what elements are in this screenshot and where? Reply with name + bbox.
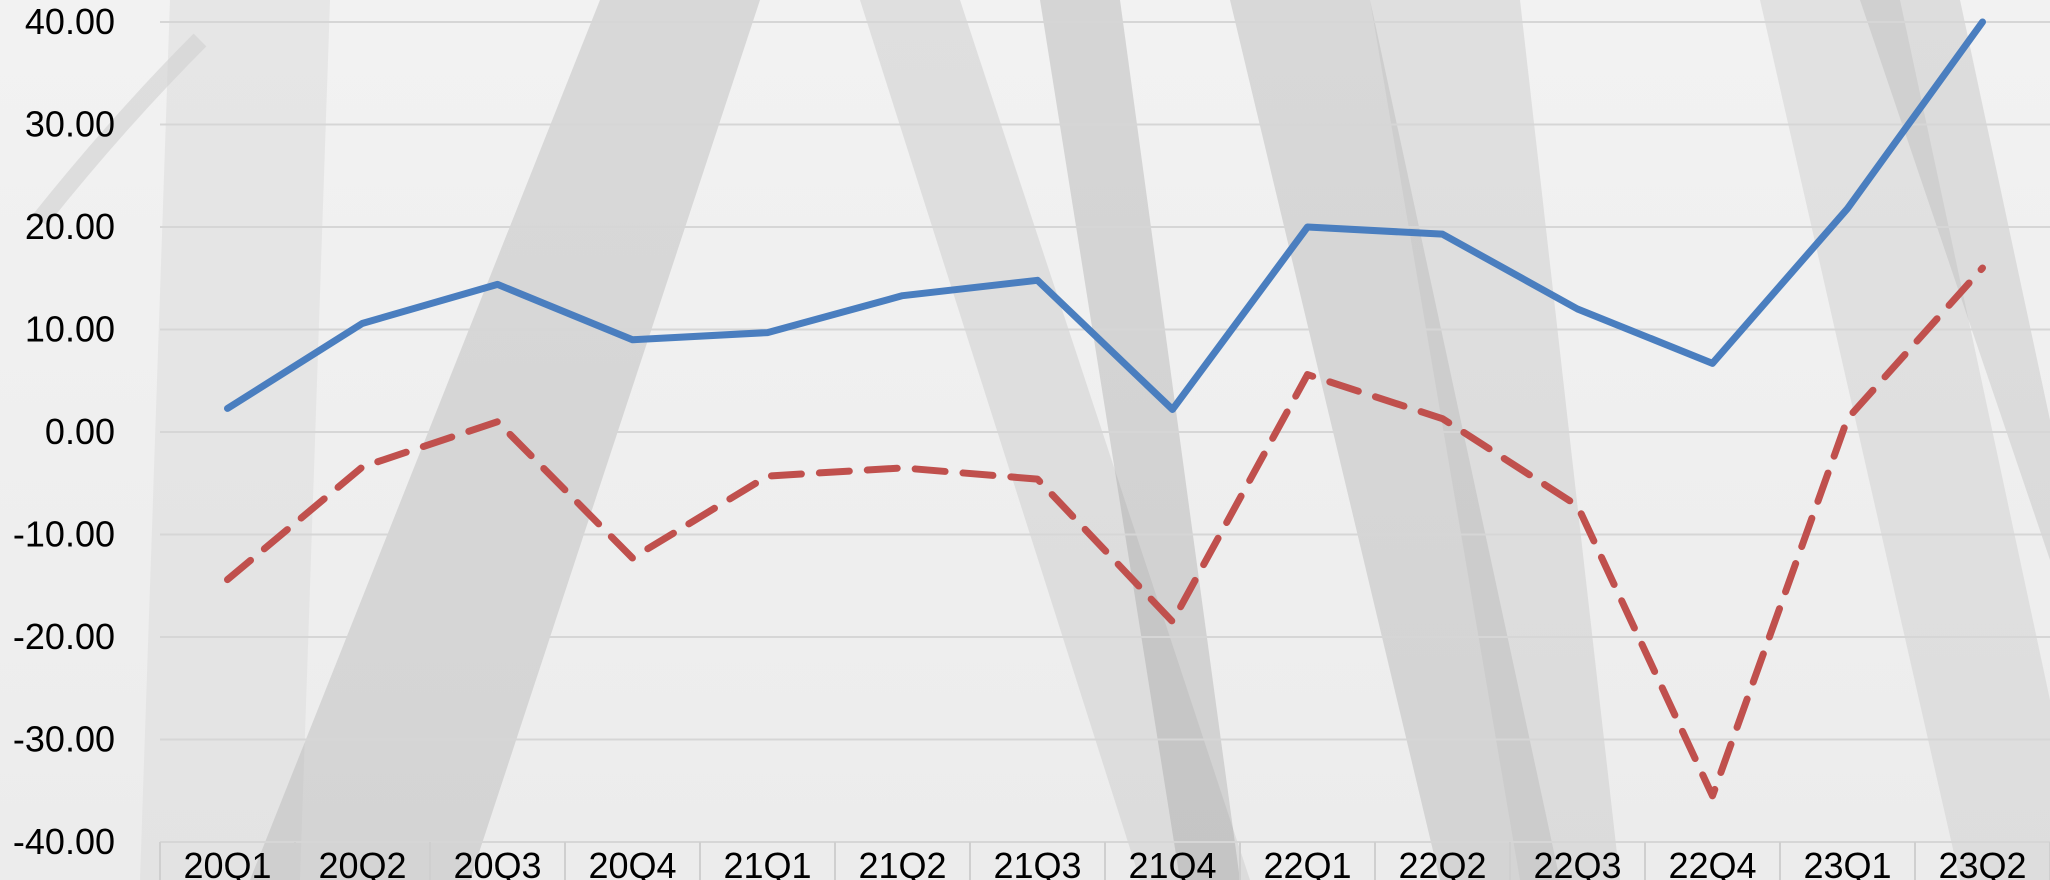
y-tick-label: 30.00 (25, 104, 115, 145)
y-axis-tick-labels: -40.00 -30.00 -20.00 -10.00 0.00 10.00 20.00 30… (13, 1, 115, 862)
x-tick-label: 21Q2 (858, 845, 946, 880)
x-tick-label: 22Q2 (1398, 845, 1486, 880)
series-group (224, 18, 1986, 800)
x-tick-label: 23Q2 (1938, 845, 2026, 880)
y-tick-label: 10.00 (25, 309, 115, 350)
x-tick-label: 20Q3 (453, 845, 541, 880)
y-tick-label: -30.00 (13, 719, 115, 760)
y-tick-label: 40.00 (25, 1, 115, 42)
x-tick-label: 23Q1 (1803, 845, 1891, 880)
x-tick-label: 22Q4 (1668, 845, 1756, 880)
y-tick-label: 0.00 (45, 411, 115, 452)
x-tick-label: 21Q1 (723, 845, 811, 880)
y-tick-label: -40.00 (13, 821, 115, 862)
x-axis-tick-labels: 20Q1 20Q2 20Q3 20Q4 21Q1 21Q2 21Q3 21Q4 22Q1 22Q2… (183, 845, 2026, 880)
x-tick-label: 20Q1 (183, 845, 271, 880)
x-tick-label: 22Q1 (1263, 845, 1351, 880)
x-tick-label: 20Q4 (588, 845, 676, 880)
x-tick-label: 21Q3 (993, 845, 1081, 880)
x-tick-label: 22Q3 (1533, 845, 1621, 880)
y-tick-label: 20.00 (25, 206, 115, 247)
y-tick-label: -20.00 (13, 616, 115, 657)
series-line-2 (224, 264, 1986, 800)
y-tick-label: -10.00 (13, 514, 115, 555)
zipper-background-image (32, 0, 2050, 880)
x-tick-label: 21Q4 (1128, 845, 1216, 880)
x-tick-label: 20Q2 (318, 845, 406, 880)
series-line-1 (224, 18, 1986, 413)
x-axis-separators (159, 842, 2050, 880)
